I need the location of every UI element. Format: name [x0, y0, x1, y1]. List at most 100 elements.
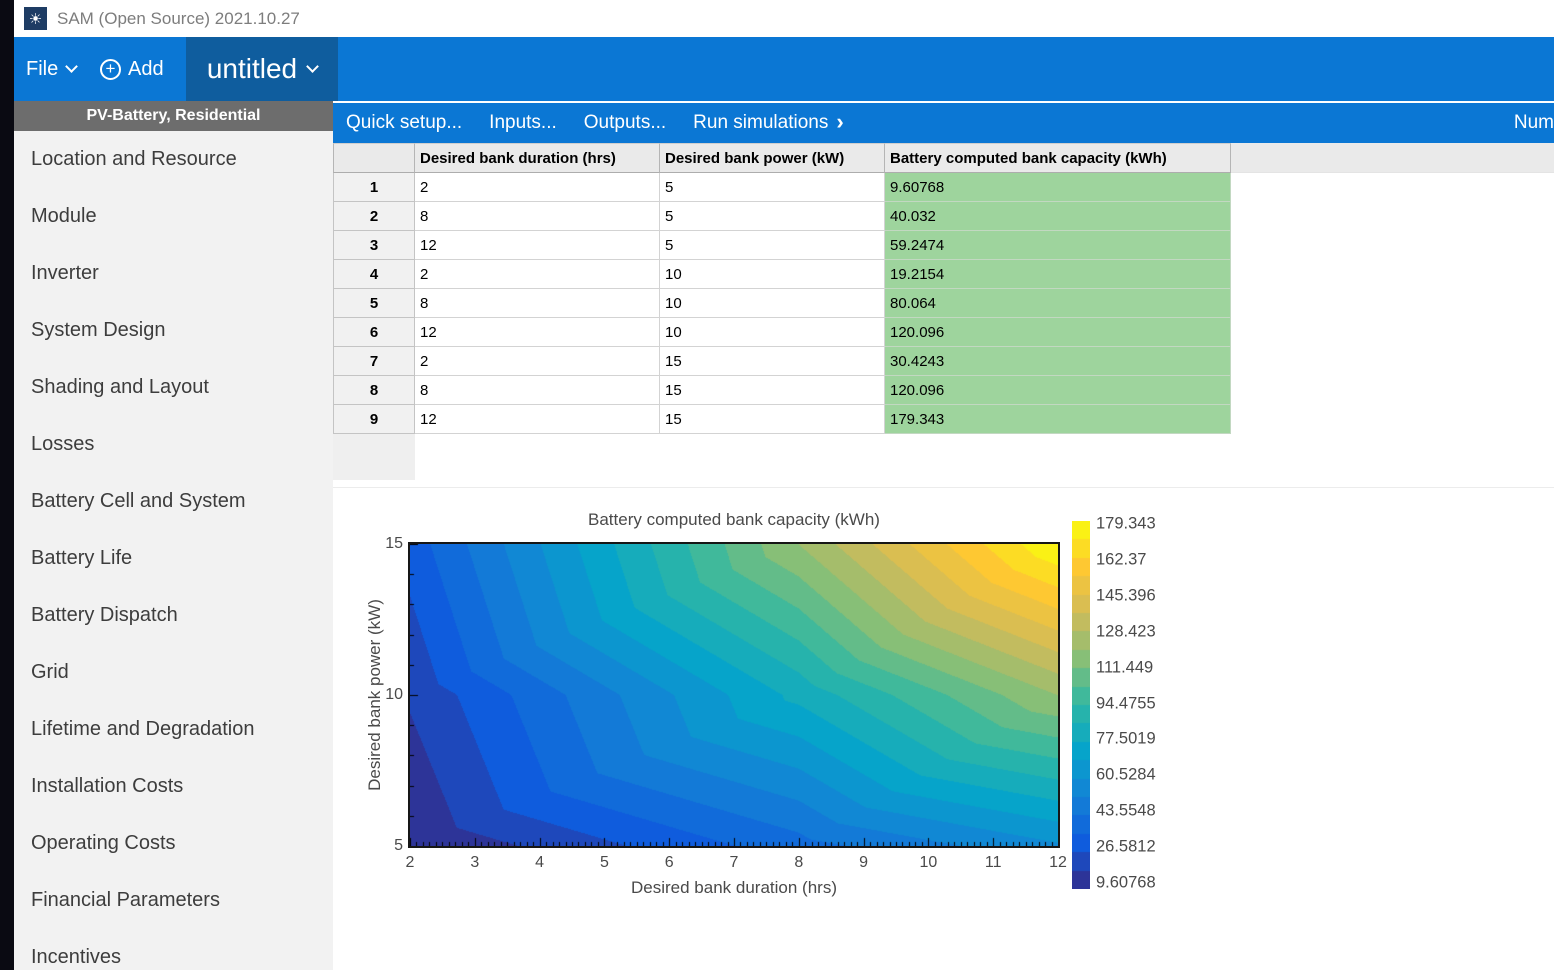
column-header-capacity: Battery computed bank capacity (kWh): [885, 143, 1231, 173]
power-cell[interactable]: 15: [660, 347, 885, 376]
menubar: File + Add untitled: [14, 37, 1554, 101]
power-cell[interactable]: 10: [660, 260, 885, 289]
colorbar-tick-label: 179.343: [1096, 514, 1156, 533]
add-button[interactable]: + Add: [100, 37, 164, 101]
chevron-down-icon: [65, 60, 79, 73]
colorbar: [1072, 521, 1090, 889]
row-number-cell[interactable]: 2: [333, 202, 415, 231]
duration-cell[interactable]: 2: [415, 260, 660, 289]
duration-cell[interactable]: 12: [415, 318, 660, 347]
duration-cell[interactable]: 2: [415, 347, 660, 376]
duration-cell[interactable]: 8: [415, 202, 660, 231]
content: Quick setup... Inputs... Outputs... Run sim…: [333, 101, 1554, 970]
sidebar-item-shading-and-layout[interactable]: Shading and Layout: [31, 376, 209, 398]
power-cell[interactable]: 5: [660, 231, 885, 260]
window-title: SAM (Open Source) 2021.10.27: [57, 8, 300, 28]
capacity-cell[interactable]: 9.60768: [885, 173, 1231, 202]
power-cell[interactable]: 15: [660, 405, 885, 434]
toolbar-inputs[interactable]: Inputs...: [489, 112, 557, 134]
y-axis-label: Desired bank power (kW): [365, 599, 384, 791]
sidebar-item-grid[interactable]: Grid: [31, 661, 69, 683]
duration-cell[interactable]: 8: [415, 376, 660, 405]
chart-panel: Battery computed bank capacity (kWh) Des…: [333, 487, 1554, 970]
tab-label: untitled: [206, 53, 298, 84]
sidebar-item-battery-cell-and-system[interactable]: Battery Cell and System: [31, 490, 246, 512]
power-cell[interactable]: 15: [660, 376, 885, 405]
x-tick-label: 6: [664, 854, 674, 871]
x-axis-label: Desired bank duration (hrs): [631, 878, 837, 897]
duration-cell[interactable]: 8: [415, 289, 660, 318]
capacity-cell[interactable]: 19.2154: [885, 260, 1231, 289]
x-tick-label: 10: [919, 854, 938, 871]
colorbar-tick-label: 128.423: [1096, 622, 1156, 641]
row-number-cell[interactable]: 4: [333, 260, 415, 289]
duration-cell[interactable]: 12: [415, 231, 660, 260]
capacity-cell[interactable]: 120.096: [885, 376, 1231, 405]
row-number-cell[interactable]: 7: [333, 347, 415, 376]
x-tick-label: 11: [984, 854, 1002, 871]
power-cell[interactable]: 10: [660, 318, 885, 347]
table-row: 3 12 5 59.2474: [333, 231, 1231, 260]
sidebar-item-incentives[interactable]: Incentives: [31, 946, 122, 968]
y-tick-label: 15: [385, 535, 403, 552]
row-number-cell[interactable]: 5: [333, 289, 415, 318]
toolbar-outputs[interactable]: Outputs...: [584, 112, 666, 134]
duration-cell[interactable]: 2: [415, 173, 660, 202]
power-cell[interactable]: 5: [660, 202, 885, 231]
capacity-cell[interactable]: 59.2474: [885, 231, 1231, 260]
toolbar-run-simulations[interactable]: Run simulations ›: [693, 111, 844, 134]
sidebar-item-lifetime-and-degradation[interactable]: Lifetime and Degradation: [31, 718, 255, 740]
toolbar-item-label: Quick setup...: [346, 112, 463, 133]
capacity-cell[interactable]: 179.343: [885, 405, 1231, 434]
row-number-cell[interactable]: 6: [333, 318, 415, 347]
chevron-down-icon: [306, 60, 320, 73]
row-number-cell[interactable]: 8: [333, 376, 415, 405]
row-number-cell[interactable]: 9: [333, 405, 415, 434]
capacity-cell[interactable]: 30.4243: [885, 347, 1231, 376]
sidebar-item-battery-life[interactable]: Battery Life: [31, 547, 133, 569]
sidebar-item-system-design[interactable]: System Design: [31, 319, 166, 341]
x-tick-label: 12: [1049, 854, 1067, 871]
x-tick-label: 3: [470, 854, 480, 871]
capacity-cell[interactable]: 80.064: [885, 289, 1231, 318]
file-menu[interactable]: File: [26, 37, 79, 101]
colorbar-tick-label: 111.449: [1096, 658, 1154, 677]
sidebar-item-installation-costs[interactable]: Installation Costs: [31, 775, 184, 797]
sidebar-item-financial-parameters[interactable]: Financial Parameters: [31, 889, 220, 911]
sidebar-item-module[interactable]: Module: [31, 205, 97, 227]
toolbar-item-label: Outputs...: [583, 112, 667, 133]
plus-circle-icon: +: [100, 58, 121, 80]
truncated-number-label: Num: [1513, 112, 1554, 133]
table-row: 6 12 10 120.096: [333, 318, 1231, 347]
column-header-power: Desired bank power (kW): [660, 143, 885, 173]
titlebar: ☀ SAM (Open Source) 2021.10.27: [14, 0, 1554, 37]
table-row: 5 8 10 80.064: [333, 289, 1231, 318]
sidebar-item-losses[interactable]: Losses: [31, 433, 95, 455]
left-edge-strip: [0, 0, 14, 970]
row-number-cell[interactable]: 3: [333, 231, 415, 260]
power-cell[interactable]: 10: [660, 289, 885, 318]
y-tick-label: 10: [385, 686, 403, 703]
power-cell[interactable]: 5: [660, 173, 885, 202]
x-tick-label: 5: [599, 854, 609, 871]
toolbar-quick-setup[interactable]: Quick setup...: [346, 112, 462, 134]
duration-cell[interactable]: 12: [415, 405, 660, 434]
capacity-cell[interactable]: 120.096: [885, 318, 1231, 347]
tab-untitled[interactable]: untitled: [186, 37, 338, 101]
sidebar-item-operating-costs[interactable]: Operating Costs: [31, 832, 176, 854]
parametric-table-header: Desired bank duration (hrs) Desired bank…: [333, 143, 1554, 173]
table-row: 1 2 5 9.60768: [333, 173, 1231, 202]
toolbar-item-label: Run simulations: [693, 112, 829, 133]
row-number-cell[interactable]: 1: [333, 173, 415, 202]
parametrics-toolbar: Quick setup... Inputs... Outputs... Run sim…: [333, 103, 1554, 143]
sidebar-item-battery-dispatch[interactable]: Battery Dispatch: [31, 604, 178, 626]
x-tick-label: 7: [729, 854, 739, 871]
sidebar-item-inverter[interactable]: Inverter: [31, 262, 99, 284]
x-tick-label: 8: [794, 854, 804, 871]
capacity-cell[interactable]: 40.032: [885, 202, 1231, 231]
app-icon: ☀: [24, 7, 47, 30]
colorbar-tick-label: 94.4755: [1096, 694, 1156, 712]
table-row: 7 2 15 30.4243: [333, 347, 1231, 376]
sidebar-item-location-and-resource[interactable]: Location and Resource: [31, 148, 237, 170]
